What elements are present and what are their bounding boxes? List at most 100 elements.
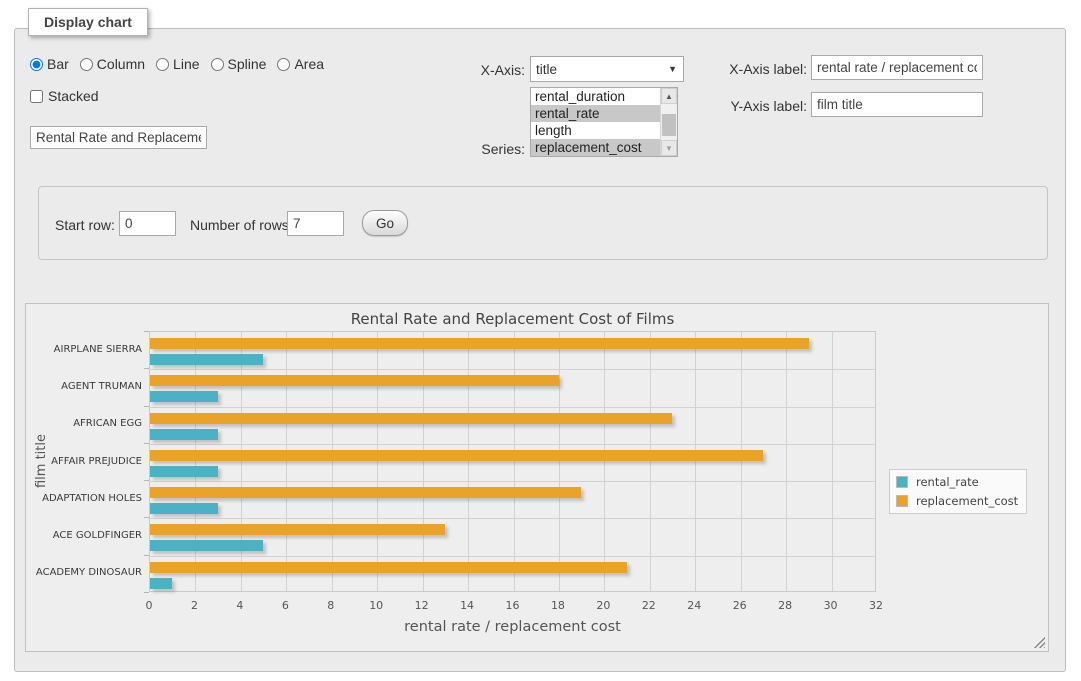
- chart-legend: rental_rate replacement_cost: [889, 469, 1027, 514]
- x-axis-select-label: X-Axis:: [450, 62, 525, 78]
- bar-replacement_cost: [150, 450, 763, 461]
- legend-label: rental_rate: [916, 475, 979, 489]
- bar-replacement_cost: [150, 338, 809, 349]
- category-label: ACADEMY DINOSAUR: [34, 567, 142, 578]
- xtick-label: 4: [225, 599, 255, 612]
- chart-type-radio-area[interactable]: [277, 58, 290, 71]
- x-axis-label-input[interactable]: [811, 55, 983, 80]
- xtick-label: 18: [543, 599, 573, 612]
- chart-type-label: Line: [173, 56, 199, 72]
- chart-type-radio-bar[interactable]: [30, 58, 43, 71]
- category-label: AIRPLANE SIERRA: [34, 344, 142, 355]
- bar-replacement_cost: [150, 562, 627, 573]
- series-options: rental_durationrental_ratelengthreplacem…: [531, 88, 660, 156]
- ytick: [144, 443, 149, 444]
- series-listbox[interactable]: rental_durationrental_ratelengthreplacem…: [530, 87, 678, 157]
- xtick-label: 8: [316, 599, 346, 612]
- stacked-checkbox[interactable]: [30, 90, 43, 103]
- scrollbar-thumb[interactable]: [662, 114, 676, 136]
- start-row-input[interactable]: [119, 211, 176, 236]
- scroll-down-icon[interactable]: ▼: [661, 140, 677, 156]
- ytick: [144, 331, 149, 332]
- series-option-length[interactable]: length: [531, 122, 660, 139]
- gridline: [832, 332, 833, 591]
- scrollbar-track[interactable]: [661, 104, 677, 140]
- series-option-replacement_cost[interactable]: replacement_cost: [531, 139, 660, 156]
- xtick-label: 24: [679, 599, 709, 612]
- gridline: [150, 444, 875, 445]
- ytick: [144, 555, 149, 556]
- chart-type-label: Area: [294, 56, 324, 72]
- gridline: [514, 332, 515, 591]
- chart-yaxis-title: film title: [34, 331, 49, 592]
- bar-rental_rate: [150, 578, 172, 589]
- gridline: [286, 332, 287, 591]
- gridline: [559, 332, 560, 591]
- start-row-label: Start row:: [55, 217, 115, 233]
- chart-type-radio-column[interactable]: [80, 58, 93, 71]
- bar-replacement_cost: [150, 524, 445, 535]
- xtick-label: 32: [861, 599, 891, 612]
- chart-title: Rental Rate and Replacement Cost of Film…: [149, 310, 876, 328]
- x-axis-select-wrap: title ▼: [530, 56, 684, 82]
- scroll-up-icon[interactable]: ▲: [661, 88, 677, 104]
- chart-type-label: Spline: [228, 56, 267, 72]
- xtick-label: 6: [270, 599, 300, 612]
- chart-type-radio-line[interactable]: [156, 58, 169, 71]
- xtick-label: 22: [634, 599, 664, 612]
- series-option-rental_duration[interactable]: rental_duration: [531, 88, 660, 105]
- gridline: [150, 518, 875, 519]
- legend-swatch: [896, 476, 908, 488]
- chart-container: Rental Rate and Replacement Cost of Film…: [25, 303, 1049, 652]
- gridline: [604, 332, 605, 591]
- gridline: [786, 332, 787, 591]
- ytick: [144, 592, 149, 593]
- bar-rental_rate: [150, 540, 263, 551]
- legend-swatch: [896, 495, 908, 507]
- stacked-label: Stacked: [48, 88, 99, 104]
- xtick-label: 14: [452, 599, 482, 612]
- chart-title-input[interactable]: [30, 126, 207, 149]
- gridline: [241, 332, 242, 591]
- category-label: AFFAIR PREJUDICE: [34, 456, 142, 467]
- ytick: [144, 368, 149, 369]
- bar-rental_rate: [150, 429, 218, 440]
- chart-type-label: Bar: [47, 56, 69, 72]
- gridline: [150, 556, 875, 557]
- chart-type-bar[interactable]: Bar: [30, 56, 69, 72]
- bar-rental_rate: [150, 466, 218, 477]
- bar-rental_rate: [150, 503, 218, 514]
- series-label: Series:: [450, 141, 525, 157]
- category-label: AFRICAN EGG: [34, 418, 142, 429]
- gridline: [695, 332, 696, 591]
- bar-replacement_cost: [150, 413, 672, 424]
- ytick: [144, 406, 149, 407]
- page: Display chart BarColumnLineSplineArea St…: [0, 0, 1081, 681]
- go-button[interactable]: Go: [362, 210, 408, 236]
- chart-plot-area: [149, 331, 876, 592]
- legend-label: replacement_cost: [916, 494, 1018, 508]
- bar-replacement_cost: [150, 487, 581, 498]
- gridline: [150, 407, 875, 408]
- chart-type-spline[interactable]: Spline: [211, 56, 267, 72]
- category-label: ADAPTATION HOLES: [34, 493, 142, 504]
- bar-rental_rate: [150, 391, 218, 402]
- chart-xaxis-title: rental rate / replacement cost: [149, 619, 876, 635]
- chart-type-line[interactable]: Line: [156, 56, 199, 72]
- xtick-label: 2: [179, 599, 209, 612]
- resize-grip-icon[interactable]: [1033, 636, 1045, 648]
- chart-type-column[interactable]: Column: [80, 56, 145, 72]
- category-label: ACE GOLDFINGER: [34, 530, 142, 541]
- gridline: [332, 332, 333, 591]
- gridline: [150, 369, 875, 370]
- number-of-rows-input[interactable]: [287, 211, 344, 236]
- xtick-label: 16: [498, 599, 528, 612]
- x-axis-select[interactable]: title: [530, 56, 684, 82]
- legend-item: replacement_cost: [896, 494, 1018, 508]
- series-option-rental_rate[interactable]: rental_rate: [531, 105, 660, 122]
- series-scrollbar[interactable]: ▲ ▼: [660, 88, 677, 156]
- y-axis-label-input[interactable]: [811, 92, 983, 117]
- chart-type-radio-spline[interactable]: [211, 58, 224, 71]
- xtick-label: 12: [407, 599, 437, 612]
- chart-type-area[interactable]: Area: [277, 56, 324, 72]
